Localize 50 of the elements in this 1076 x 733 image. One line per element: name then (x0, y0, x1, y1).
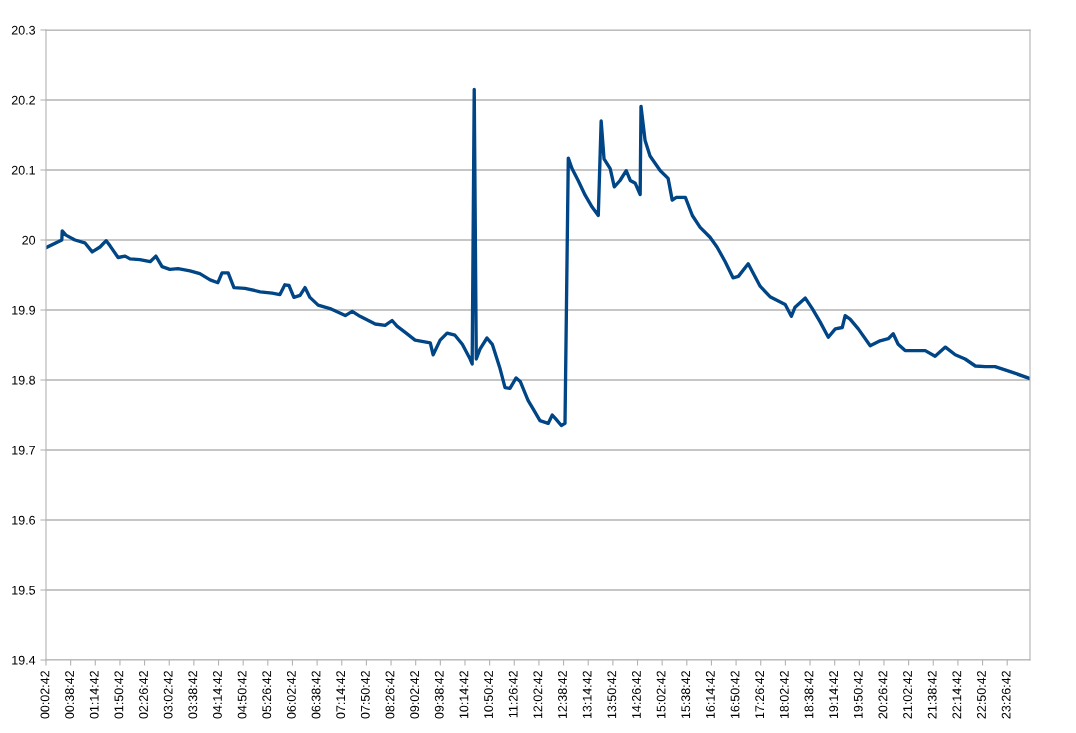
x-tick-label: 04:14:42 (213, 671, 222, 719)
y-tick-label: 19.9 (12, 305, 35, 315)
x-tick-label: 19:50:42 (853, 671, 863, 719)
x-tick-label: 13:14:42 (582, 671, 592, 719)
x-tick-label: 23:26:42 (1001, 671, 1011, 719)
x-tick-label: 09:02:42 (410, 671, 420, 719)
x-tick-label: 01:50:42 (114, 671, 124, 719)
x-tick-label: 06:38:42 (311, 671, 321, 719)
x-tick-label: 00:02:42 (40, 671, 50, 719)
x-tick-label: 04:50:42 (237, 671, 247, 719)
x-tick-label: 15:38:42 (681, 671, 691, 719)
x-tick-label: 09:38:42 (434, 671, 444, 719)
x-tick-label: 13:50:42 (607, 671, 617, 719)
x-tick-label: 07:50:42 (360, 671, 370, 719)
x-tick-label: 16:14:42 (705, 671, 715, 719)
x-tick-label: 10:50:42 (484, 671, 493, 719)
x-tick-label: 12:38:42 (558, 671, 567, 719)
x-tick-label: 20:26:42 (878, 671, 888, 719)
y-tick-label: 20.1 (11, 165, 35, 175)
y-tick-label: 19.5 (12, 585, 36, 595)
x-tick-label: 16:50:42 (730, 671, 740, 719)
x-tick-label: 21:02:42 (903, 671, 912, 719)
x-tick-label: 14:26:42 (632, 671, 641, 719)
x-tick-label: 07:14:42 (336, 671, 346, 719)
x-tick-label: 01:14:42 (89, 671, 99, 719)
x-tick-label: 02:26:42 (139, 671, 148, 719)
x-tick-label: 22:50:42 (977, 671, 986, 719)
x-tick-label: 17:26:42 (755, 671, 765, 719)
x-tick-label: 10:14:42 (459, 671, 469, 719)
y-tick-label: 19.4 (12, 655, 36, 665)
x-tick-label: 03:38:42 (188, 671, 198, 719)
y-tick-label: 20 (22, 235, 36, 245)
x-tick-label: 15:02:42 (656, 671, 666, 719)
x-tick-label: 06:02:42 (286, 671, 296, 719)
x-tick-label: 00:38:42 (65, 671, 74, 719)
x-tick-label: 11:26:42 (508, 671, 518, 718)
y-tick-label: 19.6 (12, 515, 36, 525)
x-tick-label: 05:26:42 (262, 671, 272, 719)
y-tick-label: 19.7 (12, 445, 35, 455)
x-tick-label: 03:02:42 (163, 671, 173, 719)
x-tick-label: 18:02:42 (779, 671, 789, 719)
x-tick-label: 21:38:42 (927, 671, 937, 719)
x-tick-label: 18:38:42 (804, 671, 814, 719)
x-tick-label: 08:26:42 (385, 671, 395, 719)
x-tick-label: 12:02:42 (533, 671, 543, 719)
y-tick-label: 20.2 (11, 95, 35, 105)
y-tick-label: 20.3 (11, 25, 36, 35)
y-tick-label: 19.8 (12, 375, 36, 385)
x-tick-label: 19:14:42 (829, 671, 839, 719)
x-tick-label: 22:14:42 (952, 671, 962, 719)
